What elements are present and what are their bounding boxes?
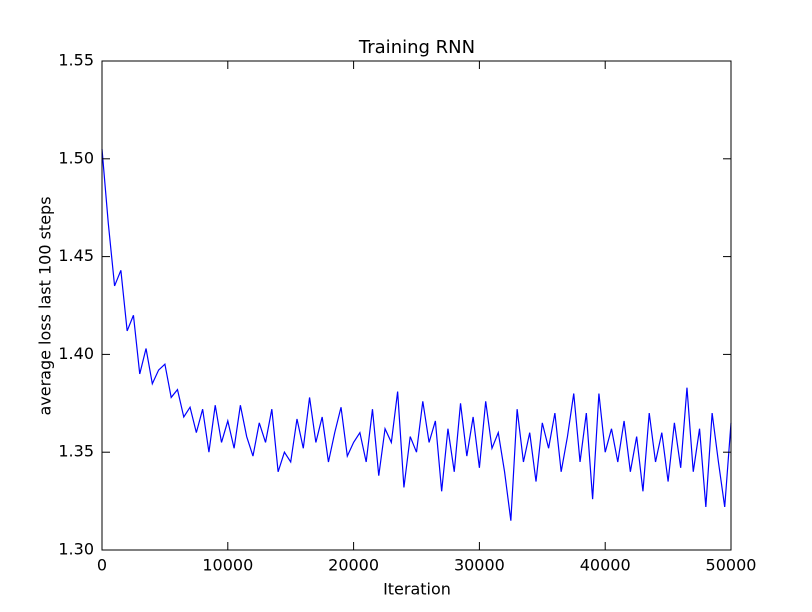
y-tick-label: 1.35 (58, 442, 94, 461)
data-line (101, 148, 732, 521)
y-tick-label: 1.30 (58, 540, 94, 559)
x-tick-label: 20000 (328, 556, 379, 575)
y-tick-label: 1.45 (58, 246, 94, 265)
y-axis-label: average loss last 100 steps (36, 196, 55, 415)
plot-frame (101, 60, 732, 551)
y-tick-label: 1.55 (58, 51, 94, 70)
x-axis-label: Iteration (383, 580, 451, 599)
y-tick-label: 1.50 (58, 148, 94, 167)
x-tick-label: 10000 (202, 556, 253, 575)
chart-title: Training RNN (358, 37, 475, 58)
x-tick-label: 50000 (706, 556, 757, 575)
x-tick-label: 40000 (580, 556, 631, 575)
x-tick-label: 30000 (454, 556, 505, 575)
x-tick-label: 0 (97, 556, 107, 575)
y-tick-label: 1.40 (58, 344, 94, 363)
